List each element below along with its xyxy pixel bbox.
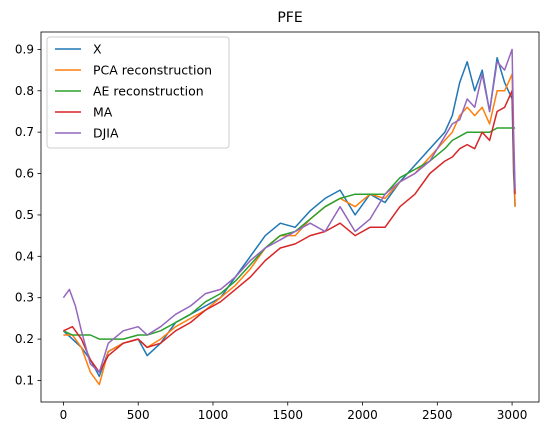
axes-layer: 0 500 1000 1500 2000 2500 3000 0.1 0.2 0.3 0.4 0.5 0… <box>15 31 540 422</box>
x-tick-label: 3000 <box>497 408 528 422</box>
series-layer <box>62 48 516 386</box>
legend-label-2: AE reconstruction <box>93 84 204 99</box>
legend-label-1: PCA reconstruction <box>93 63 212 78</box>
x-tick-label: 2500 <box>422 408 453 422</box>
series-line-3 <box>63 90 516 373</box>
series-line-2 <box>63 127 516 340</box>
y-tick-label: 0.4 <box>15 249 34 263</box>
chart-title: PFE <box>277 10 302 26</box>
y-tick-label: 0.6 <box>15 167 34 181</box>
x-tick-label: 0 <box>60 408 68 422</box>
legend-label-4: DJIA <box>93 126 119 141</box>
legend-label-0: X <box>93 42 102 57</box>
series-line-4 <box>62 48 516 373</box>
y-tick-label: 0.9 <box>15 42 34 56</box>
x-tick-label: 1000 <box>198 408 229 422</box>
x-tick-label: 2000 <box>347 408 378 422</box>
x-tick-label: 1500 <box>272 408 303 422</box>
x-tick-label: 500 <box>127 408 150 422</box>
y-tick-label: 0.3 <box>15 291 34 305</box>
legend-box <box>46 36 230 149</box>
legend-label-3: MA <box>93 105 113 120</box>
y-tick-label: 0.1 <box>15 373 34 387</box>
plot-frame <box>40 31 540 403</box>
legend: X PCA reconstruction AE reconstruction MA DJ… <box>46 36 230 149</box>
y-tick-label: 0.2 <box>15 332 34 346</box>
y-tick-label: 0.7 <box>15 125 34 139</box>
y-tick-label: 0.8 <box>15 84 34 98</box>
y-tick-label: 0.5 <box>15 208 34 222</box>
